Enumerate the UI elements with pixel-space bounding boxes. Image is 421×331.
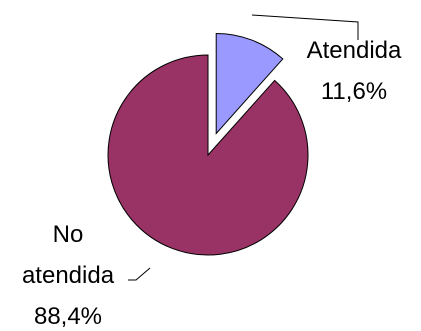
pie-slice-no-atendida [107, 54, 309, 256]
leader-line-no-atendida [128, 267, 151, 281]
label-no-atendida-value: 88,4% [34, 303, 102, 330]
leader-lines [128, 14, 359, 281]
data-labels: Atendida 11,6% No atendida 88,4% [22, 37, 402, 330]
label-atendida-value: 11,6% [321, 78, 387, 105]
label-no-atendida-name-line2: atendida [22, 262, 115, 289]
label-atendida-name: Atendida [307, 37, 402, 64]
label-no-atendida-name-line1: No [53, 221, 84, 248]
pie-slices [107, 33, 309, 256]
pie-slice-atendida [215, 33, 284, 135]
leader-line-atendida [251, 14, 359, 40]
